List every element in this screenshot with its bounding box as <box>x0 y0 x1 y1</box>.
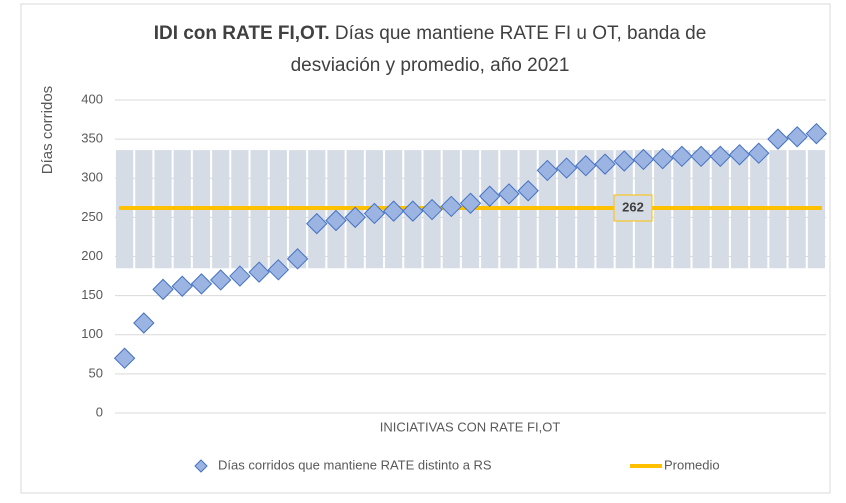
legend-label: Promedio <box>664 457 720 472</box>
data-point <box>671 145 693 168</box>
chart-title: desviación y promedio, año 2021 <box>291 55 570 76</box>
x-axis-label: INICIATIVAS CON RATE FI,OT <box>380 419 561 434</box>
data-point <box>382 200 405 222</box>
data-point <box>748 142 770 164</box>
data-point <box>479 185 501 207</box>
y-tick-label: 150 <box>81 287 103 302</box>
data-point <box>209 269 232 291</box>
y-tick-label: 0 <box>96 404 103 419</box>
data-point <box>632 148 655 171</box>
data-point <box>498 183 520 205</box>
data-point <box>421 198 443 221</box>
data-point <box>517 180 539 202</box>
data-point <box>113 347 136 369</box>
title-line: Días que mantiene RATE FI u OT, banda de <box>330 23 707 44</box>
data-point <box>805 122 828 145</box>
data-point <box>325 209 347 232</box>
data-point <box>767 128 789 150</box>
data-point <box>536 159 559 182</box>
data-point <box>171 275 193 297</box>
chart-title: IDI con RATE FI,OT. Días que mantiene RA… <box>154 23 707 44</box>
data-point <box>651 147 674 170</box>
data-point <box>709 145 732 168</box>
data-point <box>690 145 712 168</box>
y-tick-label: 350 <box>81 131 103 146</box>
legend-marker <box>194 459 208 473</box>
data-point <box>613 150 635 172</box>
data-point <box>363 202 386 225</box>
data-point <box>133 312 155 334</box>
y-axis-label: Días corridos <box>39 86 56 174</box>
average-label: 262 <box>622 199 644 214</box>
data-point <box>344 206 366 229</box>
y-tick-label: 100 <box>81 326 103 341</box>
data-point <box>306 212 328 235</box>
data-point <box>248 261 270 283</box>
data-point <box>152 278 174 301</box>
y-tick-label: 250 <box>81 209 103 224</box>
data-point <box>459 192 482 214</box>
data-point <box>594 153 616 175</box>
y-tick-label: 50 <box>89 365 103 380</box>
average-label-box <box>613 194 653 222</box>
data-point <box>286 248 309 270</box>
legend-label: Días corridos que mantiene RATE distinto… <box>218 457 492 472</box>
data-point <box>190 273 213 295</box>
data-point <box>267 259 290 281</box>
title-bold: IDI con RATE FI,OT. <box>154 23 330 44</box>
y-tick-label: 200 <box>81 248 103 263</box>
y-tick-label: 300 <box>81 170 103 185</box>
data-point <box>229 265 251 287</box>
data-point <box>440 195 462 218</box>
data-point <box>575 155 597 177</box>
data-point <box>728 144 751 166</box>
data-point <box>786 126 808 148</box>
data-point <box>555 157 578 179</box>
y-tick-label: 400 <box>81 91 103 106</box>
data-point <box>402 200 424 222</box>
